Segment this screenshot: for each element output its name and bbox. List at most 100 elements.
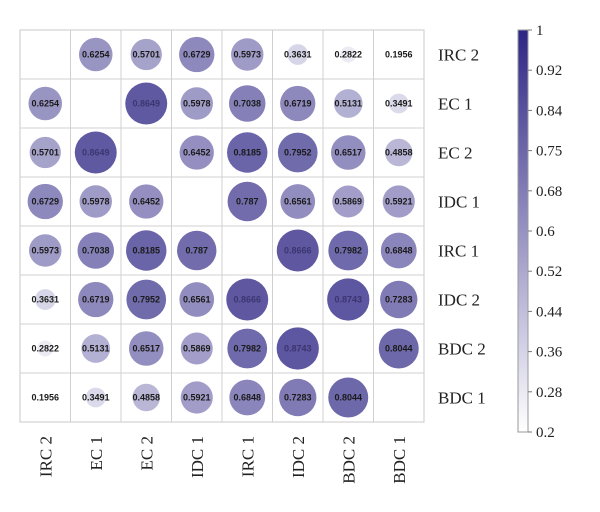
correlation-circle [28, 86, 63, 121]
correlation-circle [328, 377, 369, 418]
row-label: IDC 2 [438, 291, 480, 310]
column-labels: IRC 2 EC 1 EC 2 IDC 1 IRC 1 IDC 2 BDC 2 BDC 1 [36, 436, 409, 484]
correlation-circle [78, 281, 114, 318]
cell-value-label: 0.6254 [31, 99, 59, 109]
correlation-circle [327, 278, 370, 321]
correlation-circle [27, 183, 63, 220]
column-label: BDC 2 [339, 436, 358, 484]
correlation-circle [29, 234, 62, 267]
correlation-circle [333, 89, 363, 118]
column-label: EC 1 [87, 436, 106, 470]
cell-value-label: 0.8649 [82, 148, 110, 158]
cell-value-label: 0.7982 [334, 246, 362, 256]
cell-value-label: 0.6729 [31, 197, 59, 207]
correlation-circle [227, 328, 268, 369]
colorbar-tick-label: 0.92 [536, 63, 562, 79]
cell-value-label: 0.4858 [385, 148, 413, 158]
correlation-circle [79, 185, 112, 218]
cell-value-label: 0.8044 [385, 344, 413, 354]
cell-value-label: 0.6729 [183, 50, 211, 60]
correlation-circle [276, 327, 319, 370]
colorbar-tick-label: 0.68 [536, 184, 562, 200]
correlation-circle [126, 279, 167, 320]
correlation-circle [179, 135, 214, 170]
correlation-circle [179, 36, 215, 73]
colorbar-gradient [517, 29, 529, 433]
colorbar-tick-label: 0.44 [536, 304, 563, 320]
cell-value-label: 0.5701 [31, 148, 59, 158]
correlation-circle [34, 289, 56, 310]
row-label: IDC 1 [438, 193, 480, 212]
correlation-circle [227, 132, 268, 173]
cell-value-label: 0.8649 [132, 99, 160, 109]
cell-value-label: 0.2822 [334, 50, 362, 60]
cell-value-label: 0.7952 [284, 148, 312, 158]
row-label: EC 1 [438, 95, 472, 114]
colorbar: 1 0.92 0.84 0.75 0.68 0.6 0.52 0.44 0.36 0.28 0.2 [517, 23, 563, 441]
colorbar-tick-label: 0.6 [536, 224, 555, 240]
cell-value-label: 0.1956 [31, 393, 59, 403]
correlation-circle [37, 340, 54, 357]
correlation-circle [277, 132, 318, 173]
cell-value-label: 0.8743 [334, 295, 362, 305]
cell-value-label: 0.5131 [82, 344, 110, 354]
correlation-circle [287, 44, 309, 65]
cell-value-label: 0.8666 [233, 295, 261, 305]
correlation-circle [180, 332, 213, 365]
colorbar-tick-label: 0.52 [536, 264, 562, 280]
column-label: IDC 2 [289, 436, 308, 478]
correlation-circle [129, 184, 164, 219]
cell-value-label: 0.787 [236, 197, 259, 207]
correlation-circle [78, 37, 113, 72]
cell-value-label: 0.8044 [334, 393, 362, 403]
cell-value-label: 0.3491 [385, 99, 413, 109]
cell-value-label: 0.2822 [31, 344, 59, 354]
correlation-circle [380, 280, 418, 319]
correlation-circle [128, 331, 164, 366]
correlation-circle [229, 379, 266, 416]
correlation-circle [330, 135, 366, 170]
cell-value-label: 0.6848 [233, 393, 261, 403]
cell-value-label: 0.4858 [132, 393, 160, 403]
correlation-circle [77, 232, 114, 269]
cell-value-label: 0.1956 [385, 50, 413, 60]
correlation-circle [85, 387, 106, 408]
correlation-circle [130, 38, 162, 71]
correlation-circle [380, 232, 417, 269]
cell-value-label: 0.8666 [284, 246, 312, 256]
cell-value-label: 0.7952 [132, 295, 160, 305]
cell-value-label: 0.5869 [183, 344, 211, 354]
cell-value-label: 0.5701 [132, 50, 160, 60]
correlation-circle [231, 38, 264, 71]
correlation-circle [378, 328, 419, 369]
cell-value-label: 0.3631 [31, 295, 59, 305]
cell-value-label: 0.8185 [233, 148, 261, 158]
column-label: IRC 1 [238, 436, 257, 477]
grid [19, 29, 425, 423]
row-label: BDC 1 [438, 389, 486, 408]
cell-value-label: 0.5973 [233, 50, 261, 60]
cell-value-label: 0.8185 [132, 246, 160, 256]
correlation-circle [226, 278, 269, 321]
cell-value-label: 0.3631 [284, 50, 312, 60]
correlation-circle [125, 82, 168, 125]
correlation-circle [177, 230, 217, 271]
colorbar-tick-label: 1 [536, 23, 544, 39]
correlation-circle [179, 282, 215, 317]
row-labels: IRC 2 EC 1 EC 2 IDC 1 IRC 1 IDC 2 BDC 2 BDC 1 [438, 46, 486, 408]
colorbar-tick-label: 0.84 [536, 103, 563, 119]
cell-value-label: 0.6719 [284, 99, 312, 109]
cell-value-label: 0.5978 [183, 99, 211, 109]
correlation-circle [276, 229, 319, 272]
colorbar-tick-label: 0.28 [536, 385, 562, 401]
cell-value-label: 0.5921 [385, 197, 413, 207]
correlation-circle [74, 131, 117, 174]
cell-value-label: 0.6561 [284, 197, 312, 207]
correlation-circle [328, 230, 369, 271]
correlation-circle [132, 383, 160, 412]
correlation-circle [388, 93, 409, 114]
cell-value-label: 0.3491 [82, 393, 110, 403]
correlation-circle [37, 389, 54, 406]
cell-value-label: 0.7283 [385, 295, 413, 305]
